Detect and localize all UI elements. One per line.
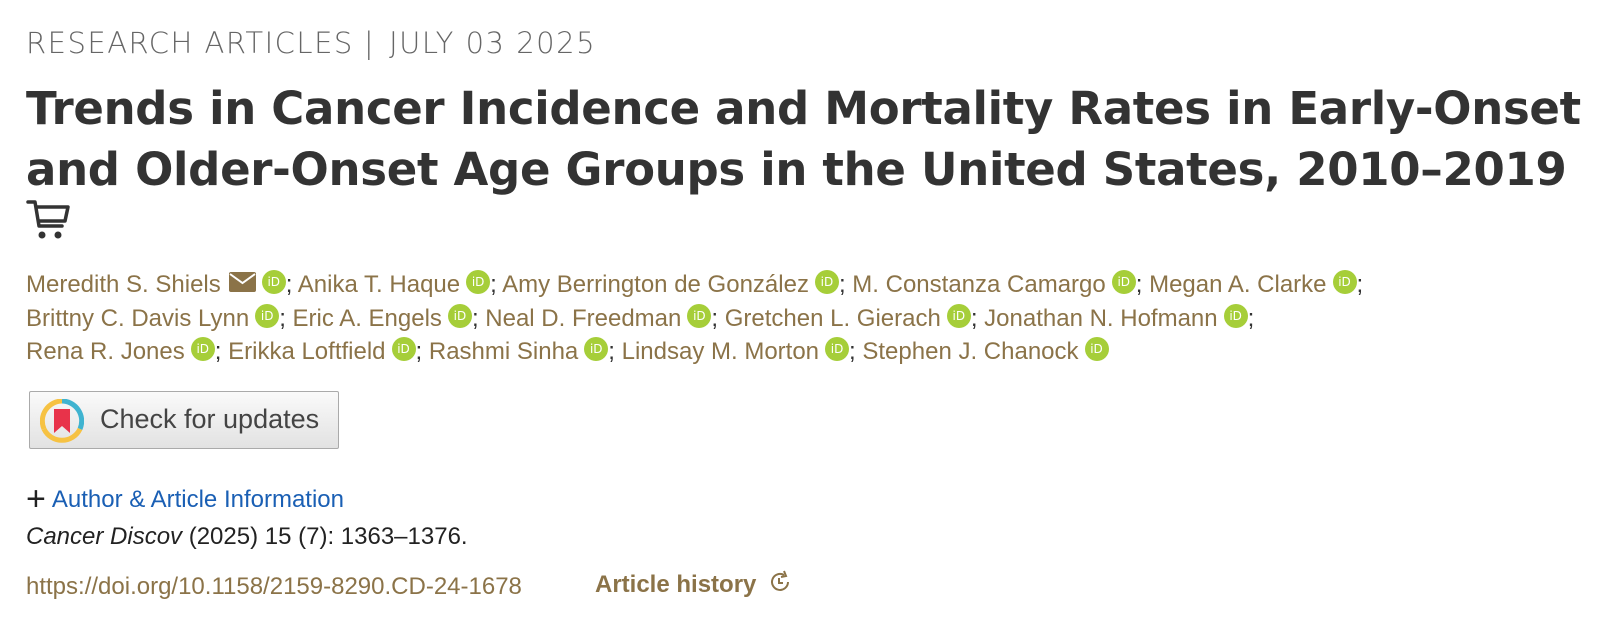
author-item: Anika T. Haque iD	[297, 270, 491, 298]
author-link[interactable]: M. Constanza Camargo	[852, 271, 1106, 298]
author-link[interactable]: Gretchen L. Gierach	[724, 304, 941, 332]
author-item: Rena R. Jones iD	[26, 337, 215, 365]
author-link[interactable]: Anika T. Haque	[297, 271, 461, 298]
author-link[interactable]: Eric A. Engels	[292, 304, 442, 332]
orcid-icon[interactable]: iD	[584, 337, 609, 361]
author-item: Jonathan N. Hofmann iD	[984, 303, 1248, 332]
author-item: Megan A. Clarke iD	[1149, 270, 1357, 298]
orcid-icon[interactable]: iD	[190, 337, 215, 361]
orcid-icon[interactable]: iD	[1332, 270, 1357, 294]
article-category: RESEARCH ARTICLES	[26, 26, 354, 60]
author-item: Amy Berrington de González iD	[502, 270, 839, 298]
orcid-icon[interactable]: iD	[1223, 303, 1248, 328]
orcid-icon[interactable]: iD	[825, 337, 850, 361]
author-article-info-label: Author & Article Information	[51, 486, 344, 513]
author-item: M. Constanza Camargo iD	[852, 270, 1136, 298]
meta-separator: |	[363, 26, 376, 60]
author-link[interactable]: Jonathan N. Hofmann	[984, 304, 1218, 332]
orcid-icon[interactable]: iD	[447, 303, 472, 328]
author-list: Meredith S. Shiels iD; Anika T. Haque iD; …	[26, 268, 1586, 369]
author-item: Rashmi Sinha iD	[428, 337, 609, 365]
orcid-icon[interactable]: iD	[255, 303, 280, 328]
article-meta: RESEARCH ARTICLES | JULY 03 2025	[26, 26, 596, 60]
orcid-icon[interactable]: iD	[261, 270, 286, 294]
author-link[interactable]: Rena R. Jones	[26, 338, 185, 365]
author-item: Neal D. Freedman iD	[485, 303, 712, 332]
history-clock-icon	[771, 570, 790, 591]
orcid-icon[interactable]: iD	[466, 270, 491, 294]
author-item: Gretchen L. Gierach iD	[724, 303, 971, 332]
article-history-label: Article history	[595, 571, 757, 598]
author-link[interactable]: Erikka Loftfield	[228, 338, 386, 365]
author-link[interactable]: Meredith S. Shiels	[26, 271, 221, 298]
author-link[interactable]: Rashmi Sinha	[428, 338, 579, 365]
email-icon[interactable]	[228, 268, 256, 292]
plus-icon: +	[26, 480, 46, 518]
article-title: Trends in Cancer Incidence and Mortality…	[26, 82, 1581, 196]
orcid-icon[interactable]: iD	[946, 303, 971, 328]
author-item: Stephen J. Chanock iD	[862, 337, 1109, 365]
article-history-button[interactable]: Article history	[595, 570, 792, 599]
orcid-icon[interactable]: iD	[687, 303, 712, 328]
author-item: Erikka Loftfield iD	[228, 337, 416, 365]
author-item: Meredith S. Shiels iD	[26, 268, 286, 298]
author-article-info-toggle[interactable]: + Author & Article Information	[26, 480, 344, 519]
orcid-icon[interactable]: iD	[1111, 270, 1136, 294]
author-item: Brittny C. Davis Lynn iD	[26, 303, 280, 332]
publication-date: JULY 03 2025	[389, 26, 597, 60]
orcid-icon[interactable]: iD	[814, 270, 839, 294]
author-link[interactable]: Neal D. Freedman	[485, 304, 682, 332]
journal-name: Cancer Discov	[26, 523, 183, 550]
citation: Cancer Discov (2025) 15 (7): 1363–1376.	[26, 523, 468, 551]
crossmark-icon	[40, 399, 84, 443]
author-link[interactable]: Stephen J. Chanock	[862, 338, 1079, 365]
doi-link[interactable]: https://doi.org/10.1158/2159-8290.CD-24-…	[26, 573, 522, 600]
author-item: Eric A. Engels iD	[292, 303, 472, 332]
orcid-icon[interactable]: iD	[1084, 337, 1109, 361]
author-link[interactable]: Lindsay M. Morton	[621, 338, 820, 365]
author-item: Lindsay M. Morton iD	[621, 337, 850, 365]
shopping-cart-icon[interactable]	[26, 198, 70, 242]
orcid-icon[interactable]: iD	[391, 337, 416, 361]
citation-details: (2025) 15 (7): 1363–1376.	[182, 523, 468, 550]
author-link[interactable]: Megan A. Clarke	[1149, 271, 1327, 298]
author-link[interactable]: Brittny C. Davis Lynn	[26, 304, 250, 332]
check-for-updates-label: Check for updates	[100, 404, 320, 434]
author-link[interactable]: Amy Berrington de González	[502, 271, 809, 298]
check-for-updates-button[interactable]: Check for updates	[29, 391, 339, 449]
